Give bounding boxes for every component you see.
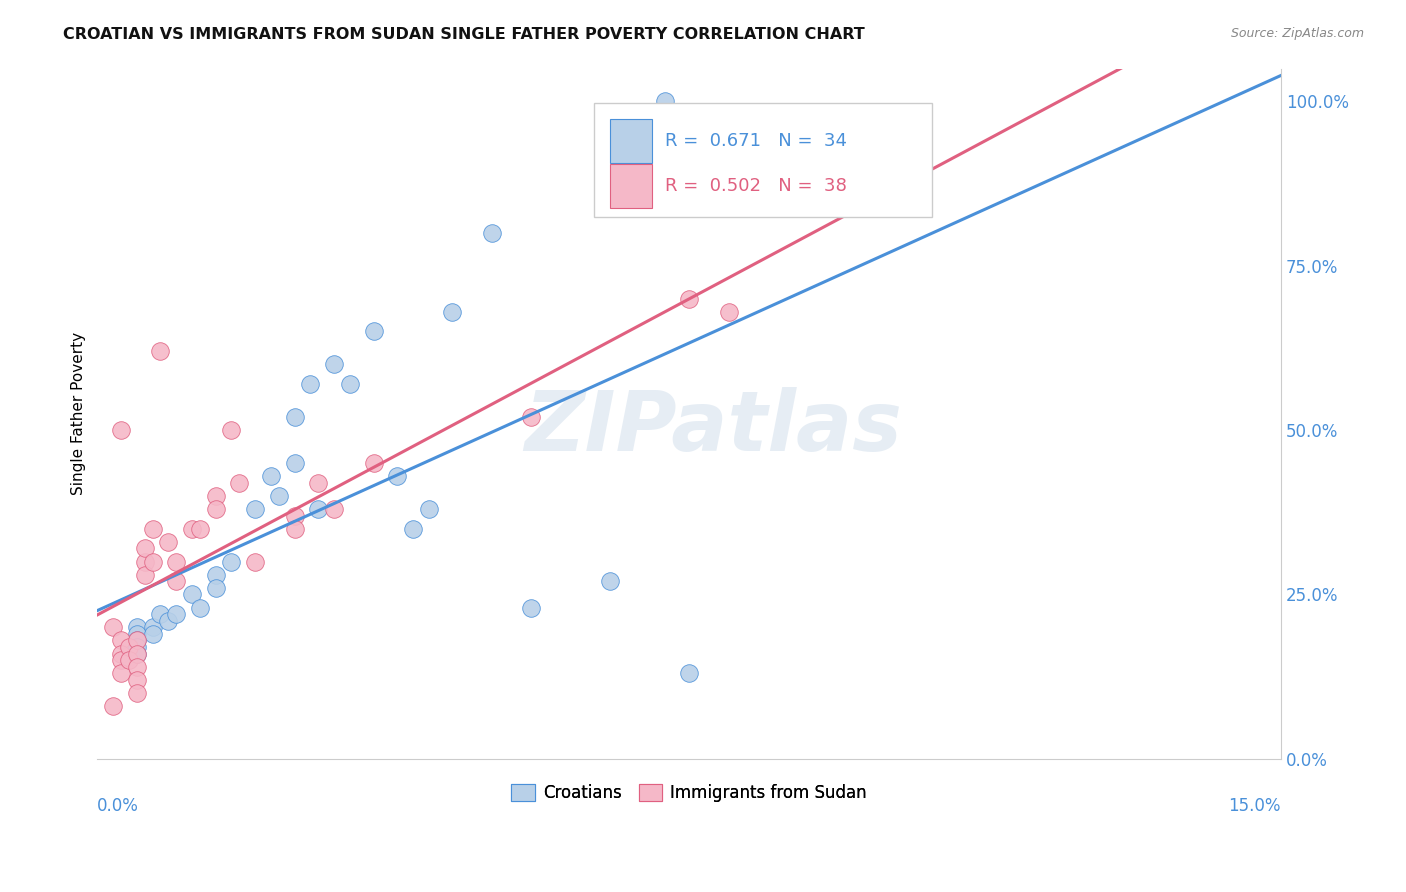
FancyBboxPatch shape [595, 103, 932, 217]
Point [402, 522, 425, 536]
Point [118, 653, 141, 667]
Text: R =  0.502   N =  38: R = 0.502 N = 38 [665, 177, 848, 194]
Point [125, 633, 148, 648]
Point [149, 607, 172, 622]
Point [323, 357, 346, 371]
Point [520, 409, 543, 424]
Point [181, 587, 204, 601]
Point [118, 640, 141, 654]
Point [299, 377, 322, 392]
Point [204, 581, 226, 595]
FancyBboxPatch shape [610, 164, 652, 208]
Point [221, 423, 243, 437]
Point [125, 686, 148, 700]
Point [307, 475, 329, 490]
Point [678, 666, 700, 681]
Point [125, 627, 148, 641]
Point [181, 522, 204, 536]
Point [125, 659, 148, 673]
Point [441, 305, 464, 319]
Point [188, 522, 211, 536]
Point [125, 647, 148, 661]
Point [142, 620, 165, 634]
Point [204, 567, 226, 582]
Point [221, 555, 243, 569]
Point [125, 673, 148, 687]
Point [323, 502, 346, 516]
Point [599, 574, 621, 589]
Point [165, 574, 187, 589]
Point [125, 640, 148, 654]
Legend: Croatians, Immigrants from Sudan: Croatians, Immigrants from Sudan [505, 778, 873, 809]
Point [339, 377, 361, 392]
Text: ZIPatlas: ZIPatlas [524, 387, 901, 468]
Point [678, 292, 700, 306]
Point [134, 555, 156, 569]
Point [125, 647, 148, 661]
Point [204, 502, 226, 516]
FancyBboxPatch shape [610, 119, 652, 163]
Point [188, 600, 211, 615]
Point [243, 502, 266, 516]
Point [520, 600, 543, 615]
Point [110, 666, 132, 681]
Point [363, 456, 385, 470]
Point [110, 653, 132, 667]
Point [157, 534, 180, 549]
Text: 0.0%: 0.0% [97, 797, 139, 814]
Point [228, 475, 250, 490]
Point [267, 489, 290, 503]
Point [134, 567, 156, 582]
Point [260, 469, 283, 483]
Text: CROATIAN VS IMMIGRANTS FROM SUDAN SINGLE FATHER POVERTY CORRELATION CHART: CROATIAN VS IMMIGRANTS FROM SUDAN SINGLE… [63, 27, 865, 42]
Point [110, 647, 132, 661]
Point [125, 633, 148, 648]
Point [654, 95, 676, 109]
Point [418, 502, 440, 516]
Text: Source: ZipAtlas.com: Source: ZipAtlas.com [1230, 27, 1364, 40]
Point [165, 607, 187, 622]
Point [101, 699, 124, 714]
Point [110, 423, 132, 437]
Point [363, 325, 385, 339]
Point [204, 489, 226, 503]
Point [284, 508, 307, 523]
Point [142, 522, 165, 536]
Y-axis label: Single Father Poverty: Single Father Poverty [72, 332, 86, 495]
Text: R =  0.671   N =  34: R = 0.671 N = 34 [665, 132, 848, 150]
Point [387, 469, 409, 483]
Point [481, 226, 503, 240]
Point [149, 344, 172, 359]
Point [307, 502, 329, 516]
Point [165, 555, 187, 569]
Point [284, 456, 307, 470]
Point [101, 620, 124, 634]
Point [243, 555, 266, 569]
Text: 15.0%: 15.0% [1229, 797, 1281, 814]
Point [284, 522, 307, 536]
Point [134, 541, 156, 556]
Point [284, 409, 307, 424]
Point [142, 627, 165, 641]
Point [717, 305, 740, 319]
Point [110, 633, 132, 648]
Point [157, 614, 180, 628]
Point [142, 555, 165, 569]
Point [125, 620, 148, 634]
